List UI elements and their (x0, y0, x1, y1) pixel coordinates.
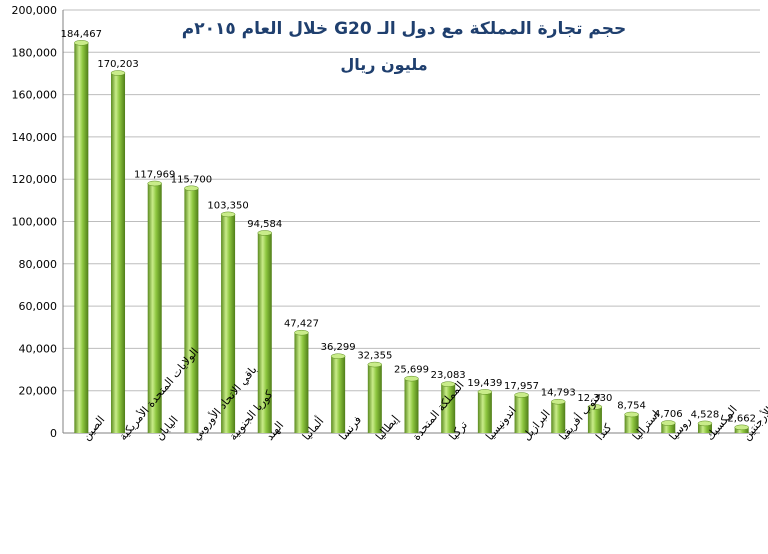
data-label: 17,957 (504, 381, 539, 392)
data-label: 23,083 (431, 370, 466, 381)
bar-cap (331, 354, 345, 359)
bar-cap (698, 421, 712, 426)
bar (368, 365, 382, 433)
chart-title: حجم تجارة المملكة مع دول الـ G20 خلال ال… (182, 19, 626, 39)
y-tick-label: 160,000 (12, 89, 58, 102)
y-tick-label: 0 (50, 427, 57, 440)
data-label: 117,969 (134, 169, 175, 180)
data-label: 47,427 (284, 319, 319, 330)
data-label: 36,299 (321, 342, 356, 353)
bar-cap (368, 362, 382, 367)
y-tick-label: 60,000 (19, 300, 58, 313)
bar-cap (184, 186, 198, 191)
bar (294, 333, 308, 433)
bar-cap (478, 389, 492, 394)
bar-cap (221, 212, 235, 217)
data-label: 103,350 (207, 200, 248, 211)
bar-cap (551, 399, 565, 404)
data-label: 19,439 (467, 378, 502, 389)
bar-cap (258, 230, 272, 235)
data-label: 12,330 (577, 393, 612, 404)
data-label: 8,754 (617, 400, 646, 411)
bar (111, 73, 125, 433)
bar-cap (515, 393, 529, 398)
data-label: 4,528 (691, 409, 720, 420)
bar (74, 43, 88, 433)
bar-cap (148, 181, 162, 186)
y-tick-label: 20,000 (19, 385, 58, 398)
data-label: 94,584 (247, 219, 282, 230)
y-tick-label: 40,000 (19, 342, 58, 355)
y-tick-label: 180,000 (12, 46, 58, 59)
y-tick-label: 200,000 (12, 4, 58, 17)
bar (331, 356, 345, 433)
y-tick-label: 120,000 (12, 173, 58, 186)
y-tick-label: 100,000 (12, 216, 58, 229)
chart-subtitle: مليون ريال (340, 55, 427, 74)
bar-cap (625, 412, 639, 417)
data-label: 115,700 (171, 174, 212, 185)
y-tick-label: 140,000 (12, 131, 58, 144)
bar-cap (111, 71, 125, 76)
data-label: 32,355 (357, 351, 392, 362)
data-label: 184,467 (61, 29, 102, 40)
bar (184, 188, 198, 433)
data-label: 25,699 (394, 365, 429, 376)
bar-cap (294, 330, 308, 335)
bar (405, 379, 419, 433)
bar-cap (74, 40, 88, 45)
data-label: 4,706 (654, 409, 683, 420)
bar-cap (661, 421, 675, 426)
data-label: 170,203 (97, 59, 138, 70)
data-label: 14,793 (541, 388, 576, 399)
bar-cap (405, 376, 419, 381)
y-tick-label: 80,000 (19, 258, 58, 271)
